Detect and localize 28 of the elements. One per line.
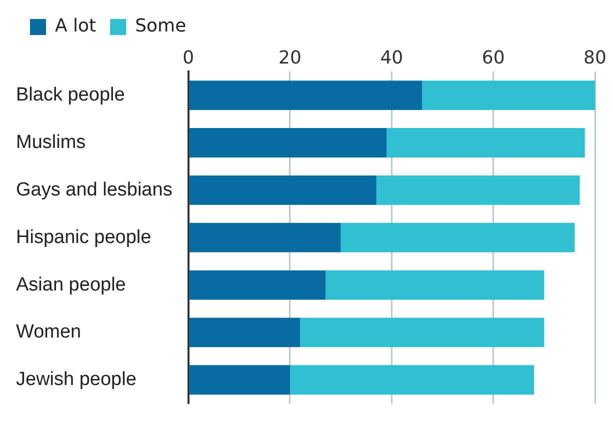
y-tick-label: Gays and lesbians <box>16 179 172 200</box>
x-tick-label: 20 <box>278 47 302 68</box>
bar <box>189 222 341 252</box>
y-tick-label: Muslims <box>16 132 86 153</box>
bar <box>376 175 580 205</box>
x-tick-label: 40 <box>380 47 404 68</box>
x-tick-label: 60 <box>482 47 505 68</box>
y-tick-label: Women <box>16 322 82 343</box>
bar <box>326 270 544 300</box>
bar <box>189 365 290 395</box>
x-tick-label: 0 <box>182 47 194 68</box>
bar <box>300 318 544 348</box>
x-tick-label: 80 <box>584 47 606 68</box>
bar <box>422 80 595 110</box>
y-tick-label: Black people <box>16 84 125 106</box>
legend-label: A lot <box>55 16 96 37</box>
y-tick-label: Jewish people <box>16 369 136 390</box>
bar <box>189 128 387 158</box>
bar <box>290 365 534 395</box>
legend-label: Some <box>135 16 186 37</box>
bar <box>386 128 585 158</box>
bar <box>189 175 376 205</box>
y-tick-label: Hispanic people <box>16 226 152 248</box>
bar <box>189 318 300 348</box>
y-tick-label: Asian people <box>16 274 126 296</box>
bar <box>340 222 575 252</box>
bar <box>189 80 422 110</box>
bar <box>189 270 326 300</box>
